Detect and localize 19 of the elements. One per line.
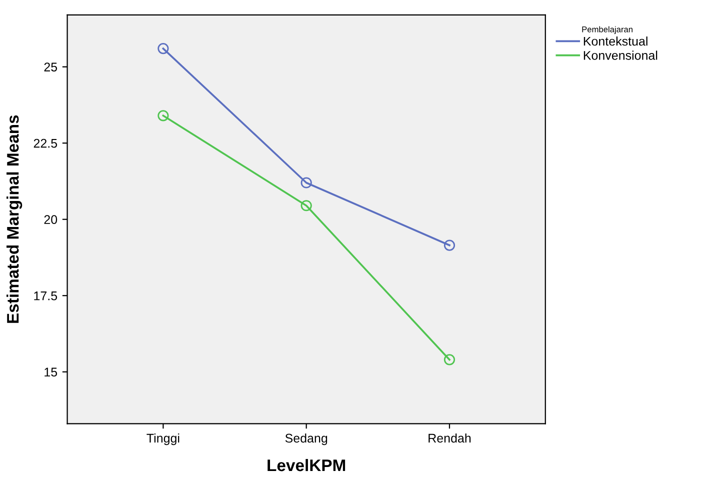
y-axis-title: Estimated Marginal Means [6, 115, 22, 323]
y-tick-label: 20 [44, 215, 58, 224]
point [444, 354, 456, 366]
point [300, 177, 312, 188]
x-tick-label: Rendah [428, 433, 471, 443]
legend-title: Pembelajaran [582, 26, 632, 34]
point [444, 240, 456, 251]
y-tick-label: 25 [44, 62, 58, 72]
point [300, 200, 312, 212]
x-tick-label: Sedang [285, 433, 328, 446]
y-tick-label: 17.5 [34, 292, 58, 300]
legend-label: Konvensional [584, 50, 658, 60]
point [158, 42, 169, 54]
x-axis-title: LevelKPM [268, 458, 346, 472]
point [158, 110, 169, 122]
y-tick-label: 22.5 [34, 138, 58, 148]
y-tick-label: 15 [44, 368, 58, 377]
legend-label: Kontekstual [584, 36, 648, 46]
x-tick-label: Tinggi [146, 433, 180, 446]
